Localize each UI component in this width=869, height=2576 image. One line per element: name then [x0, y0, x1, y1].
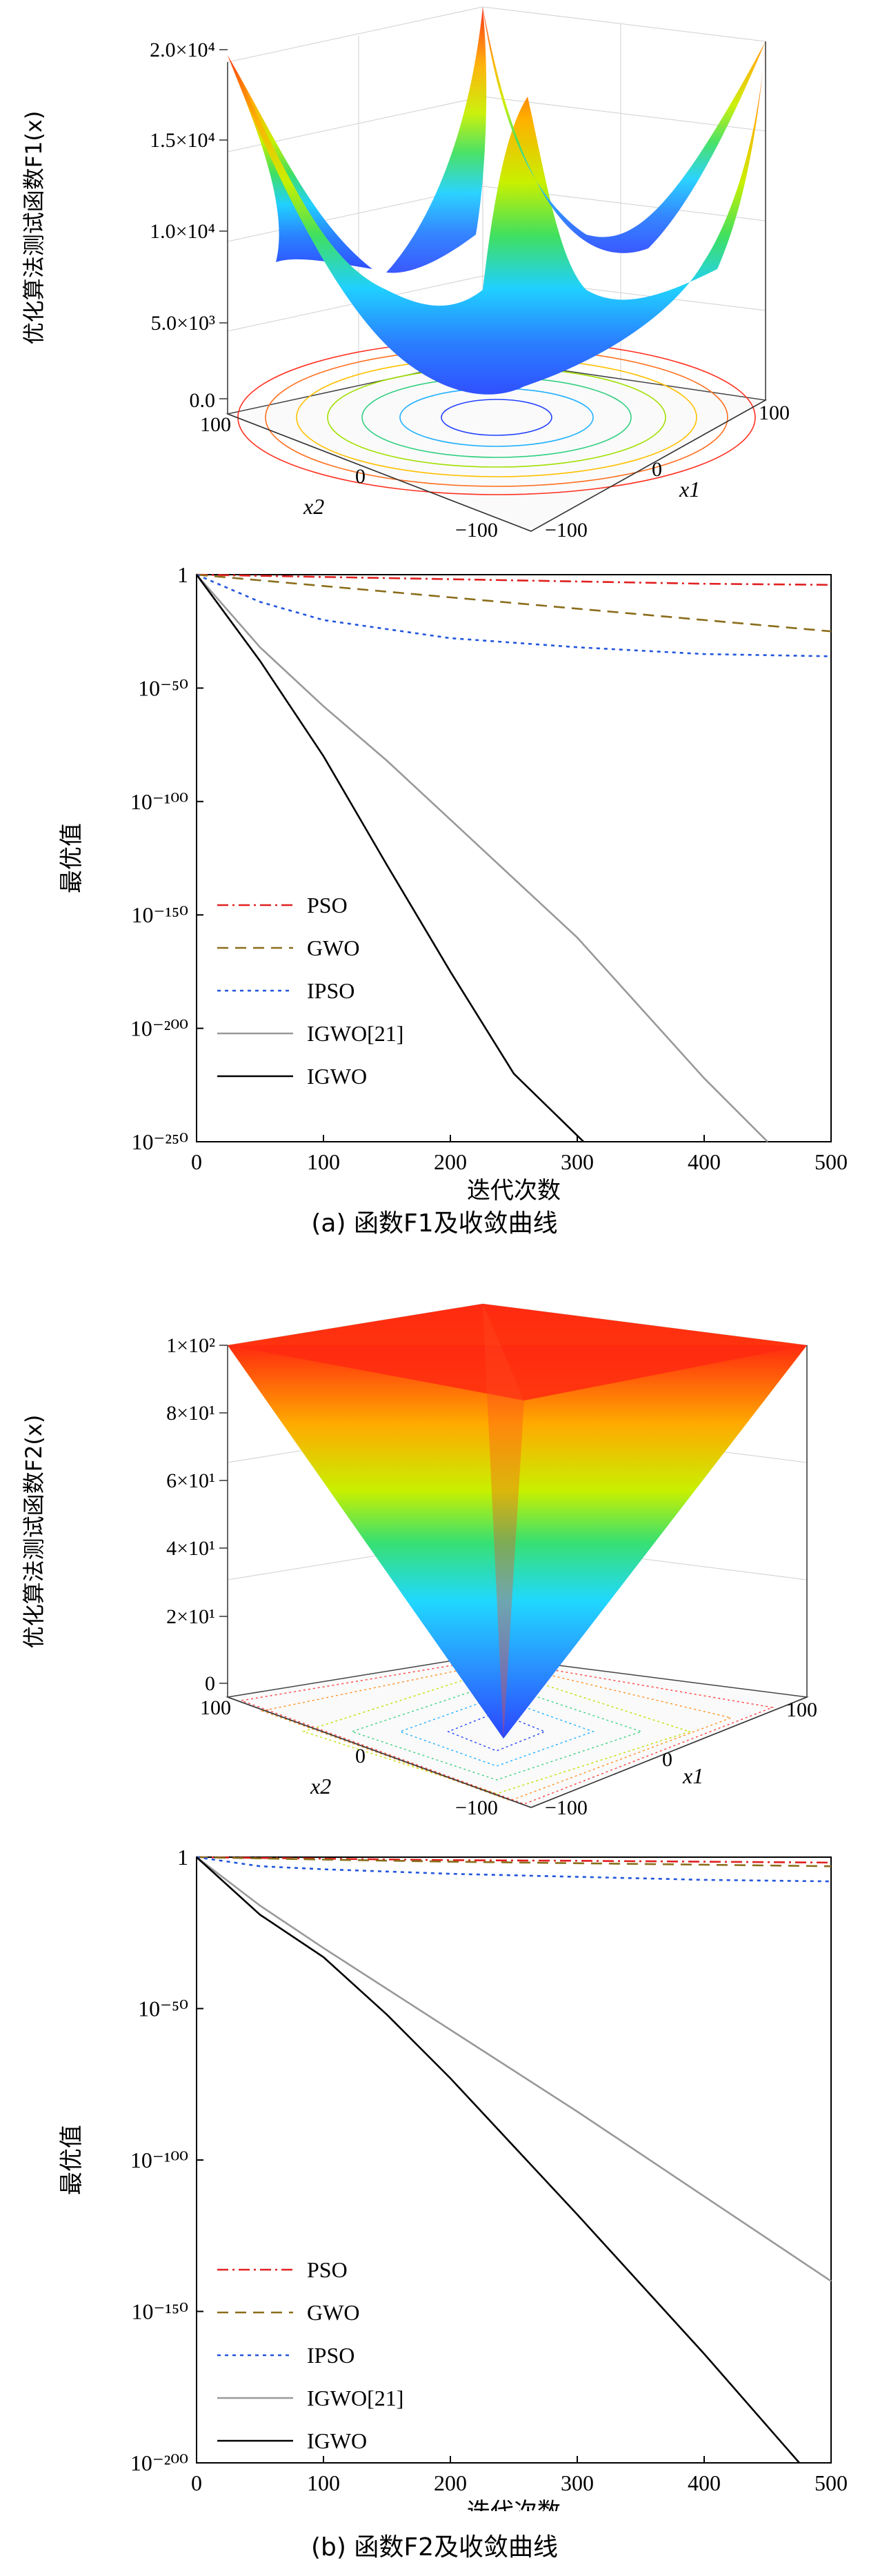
y-tick-label: 10⁻⁵⁰ — [138, 1997, 188, 2021]
z-tick-label: 0 — [205, 1672, 215, 1695]
y-axis-label: 最优值 — [58, 823, 86, 893]
legend-label: GWO — [307, 2300, 359, 2325]
series-line-igwo — [196, 1856, 800, 2464]
x-tick-label: 200 — [434, 2470, 467, 2495]
z-tick-label: 4×10¹ — [166, 1537, 215, 1560]
x2-tick-label: 100 — [200, 1696, 231, 1719]
x-tick-label: 0 — [191, 2470, 202, 2495]
series-line-gwo — [196, 573, 832, 633]
legend-label: GWO — [307, 935, 359, 960]
convergence-chart-f2: 0 100 200 300 400 500 1 10⁻⁵⁰ 10⁻¹⁰⁰ 10⁻¹⁵⁰ 10⁻²⁰⁰… — [58, 1845, 848, 2511]
series-line-ipso — [196, 573, 832, 657]
caption-a-wrap: (a) 函数F1及收敛曲线 — [311, 1209, 557, 1238]
x-axis-label: 迭代次数 — [467, 1177, 561, 1205]
legend-label: IGWO — [307, 2428, 367, 2453]
legend-label: PSO — [307, 893, 348, 918]
z-axis-label: 优化算法测试函数F2(x) — [21, 1415, 47, 1649]
paraboloid-rim — [386, 7, 487, 273]
z-tick-label: 6×10¹ — [166, 1469, 215, 1492]
x-tick-label: 500 — [815, 1149, 848, 1174]
x1-tick-label: 100 — [786, 1698, 817, 1721]
x2-axis-label: x2 — [310, 1774, 331, 1799]
x2-axis-label: x2 — [303, 494, 324, 519]
axis-box-edges — [227, 1345, 808, 1808]
pyramid-top-inner — [483, 1304, 524, 1738]
x-tick-label: 100 — [307, 1149, 340, 1174]
x-tick-label: 400 — [688, 1149, 721, 1174]
x-tick-label: 500 — [815, 2470, 848, 2495]
y-tick-label: 10⁻⁵⁰ — [138, 675, 188, 700]
caption-b: (b) 函数F2及收敛曲线 — [311, 2533, 558, 2562]
x-tick-label: 300 — [561, 1149, 594, 1174]
x-tick-label: 200 — [434, 1149, 467, 1174]
legend-label: IGWO[21] — [307, 1021, 403, 1046]
x1-tick-label: 0 — [652, 458, 662, 481]
z-tick-label: 2.0×10⁴ — [150, 39, 215, 61]
paraboloid-surface-main — [228, 41, 766, 395]
z-ticks — [219, 49, 228, 399]
y-tick-label: 10⁻¹⁰⁰ — [130, 789, 188, 814]
y-tick-label: 10⁻²⁰⁰ — [130, 1016, 188, 1041]
z-axis-label: 优化算法测试函数F1(x) — [21, 111, 47, 345]
x1-axis-label: x1 — [679, 477, 700, 502]
x2-tick-label: −100 — [455, 519, 498, 542]
y-tick-label: 10⁻²⁰⁰ — [130, 2450, 188, 2475]
x-axis-label: 迭代次数 — [467, 2498, 561, 2511]
z-tick-label: 1×10² — [166, 1334, 215, 1357]
y-tick-label: 10⁻¹⁵⁰ — [132, 2299, 188, 2324]
caption-a: (a) 函数F1及收敛曲线 — [311, 1209, 557, 1238]
x2-tick-label: −100 — [455, 1796, 498, 1819]
series-line-gwo — [196, 1856, 832, 1867]
x-tick-label: 0 — [191, 1149, 202, 1174]
pyramid-surface-front — [228, 1345, 807, 1738]
series-line-pso — [196, 573, 832, 586]
legend-label: PSO — [307, 2257, 348, 2282]
z-tick-label: 2×10¹ — [166, 1605, 215, 1628]
z-tick-label: 8×10¹ — [166, 1402, 215, 1425]
pyramid-top-face — [228, 1304, 807, 1400]
y-tick-label: 1 — [177, 1845, 188, 1870]
axis-box-edges — [227, 41, 766, 532]
series-line-ipso — [196, 1856, 832, 1883]
x-tick-label: 400 — [688, 2470, 721, 2495]
series-line-pso — [196, 1856, 832, 1864]
z-tick-label: 0.0 — [190, 389, 216, 412]
surface-plot-f2: 0 2×10¹ 4×10¹ 6×10¹ 8×10¹ 1×10² 优化算法测试函数… — [21, 1303, 817, 1819]
z-ticks — [219, 1345, 228, 1684]
x1-tick-label: −100 — [545, 1796, 588, 1819]
convergence-chart-f1: 0 100 200 300 400 500 1 10⁻⁵⁰ 10⁻¹⁰⁰ 10⁻¹⁵⁰ 10⁻²⁰⁰… — [58, 562, 848, 1205]
z-tick-label: 1.0×10⁴ — [150, 220, 215, 243]
contour-lines — [239, 1658, 775, 1805]
x-tick-label: 100 — [307, 2470, 340, 2495]
x1-tick-label: 100 — [759, 402, 790, 424]
legend-label: IGWO[21] — [307, 2386, 403, 2410]
y-tick-label: 1 — [177, 562, 188, 587]
x2-tick-label: 0 — [355, 465, 366, 488]
series-line-igwo21 — [196, 1856, 832, 2282]
legend-label: IPSO — [307, 2343, 354, 2368]
x2-tick-label: 0 — [355, 1745, 366, 1767]
legend-label: IPSO — [307, 978, 354, 1003]
series-line-igwo21 — [196, 574, 768, 1142]
z-tick-label: 1.5×10⁴ — [150, 129, 215, 152]
surface-plot-f1: 0.0 5.0×10³ 1.0×10⁴ 1.5×10⁴ 2.0×10⁴ 优化算法… — [21, 6, 790, 542]
x1-tick-label: −100 — [545, 519, 588, 542]
y-axis-label: 最优值 — [58, 2125, 86, 2195]
x2-tick-label: 100 — [200, 413, 231, 436]
series-line-igwo — [195, 574, 585, 1142]
y-tick-label: 10⁻¹⁰⁰ — [130, 2148, 188, 2172]
x-tick-label: 300 — [561, 2470, 594, 2495]
caption-b-wrap: (b) 函数F2及收敛曲线 — [311, 2533, 558, 2562]
plot-frame — [196, 574, 832, 1142]
z-tick-label: 5.0×10³ — [151, 312, 215, 335]
x1-axis-label: x1 — [682, 1763, 703, 1788]
y-tick-label: 10⁻¹⁵⁰ — [132, 902, 188, 927]
legend-label: IGWO — [307, 1064, 367, 1089]
plot-frame — [196, 1856, 832, 2464]
y-tick-label: 10⁻²⁵⁰ — [132, 1129, 188, 1154]
x1-tick-label: 0 — [662, 1748, 672, 1771]
paraboloid-surface — [228, 55, 372, 269]
